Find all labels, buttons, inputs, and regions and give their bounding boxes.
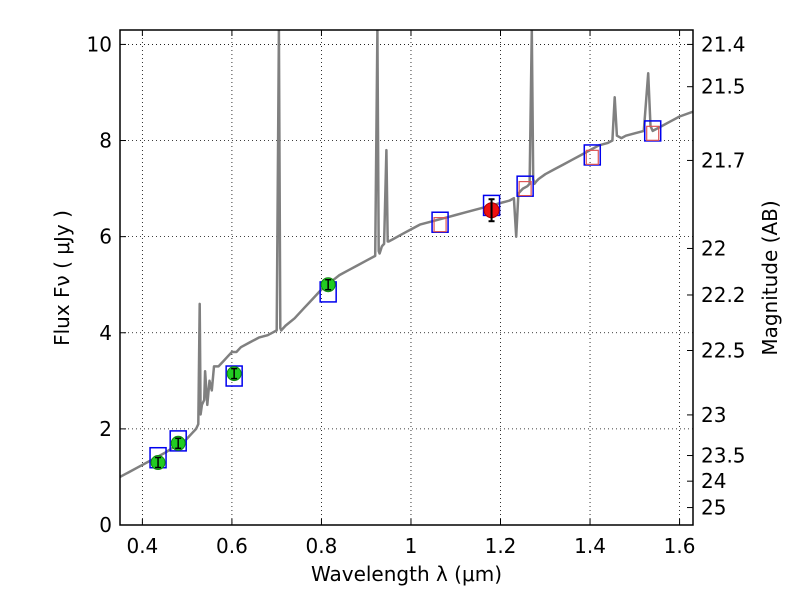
x-tick-label: 0.4: [126, 534, 158, 558]
mag-tick-label: 21.7: [701, 148, 746, 172]
mag-tick-label: 21.4: [701, 32, 746, 56]
x-tick-label: 0.6: [216, 534, 248, 558]
mag-tick-label: 21.5: [701, 75, 746, 99]
x-tick-label: 1.2: [485, 534, 517, 558]
model-box-blue: [169, 430, 187, 452]
plot-frame: [119, 29, 694, 526]
y-tick-label: 10: [87, 32, 112, 56]
x-tick-label: 1.6: [664, 534, 696, 558]
y-tick-label: 6: [99, 225, 112, 249]
grid-lines: [120, 30, 693, 526]
y-tick-label: 2: [99, 417, 112, 441]
photometry-markers: [149, 120, 662, 471]
model-box-red: [585, 149, 599, 165]
mag-tick-label: 22.2: [701, 283, 746, 307]
y-axis-label: Flux Fν ( μJy ): [50, 210, 74, 346]
x-tick-label: 1: [405, 534, 418, 558]
mag-tick-label: 23: [701, 403, 726, 427]
x-tick-label: 1.4: [574, 534, 606, 558]
model-box-red: [646, 125, 660, 141]
mag-tick-label: 22.5: [701, 339, 746, 363]
x-axis-label: Wavelength λ (μm): [310, 562, 502, 586]
y-axis-label-right: Magnitude (AB): [758, 200, 782, 356]
mag-tick-label: 22: [701, 236, 726, 260]
model-box-red: [433, 217, 447, 233]
spectrum-line: [120, 30, 693, 479]
model-box-blue: [225, 365, 243, 387]
mag-tick-label: 23.5: [701, 444, 746, 468]
y-tick-label: 4: [99, 321, 112, 345]
mag-tick-label: 24: [701, 469, 726, 493]
y-tick-label: 0: [99, 513, 112, 537]
model-box-red: [518, 180, 532, 197]
y-tick-label: 8: [99, 129, 112, 153]
spectrum-series: [120, 30, 693, 479]
x-tick-label: 0.8: [306, 534, 338, 558]
mag-tick-label: 25: [701, 496, 726, 520]
